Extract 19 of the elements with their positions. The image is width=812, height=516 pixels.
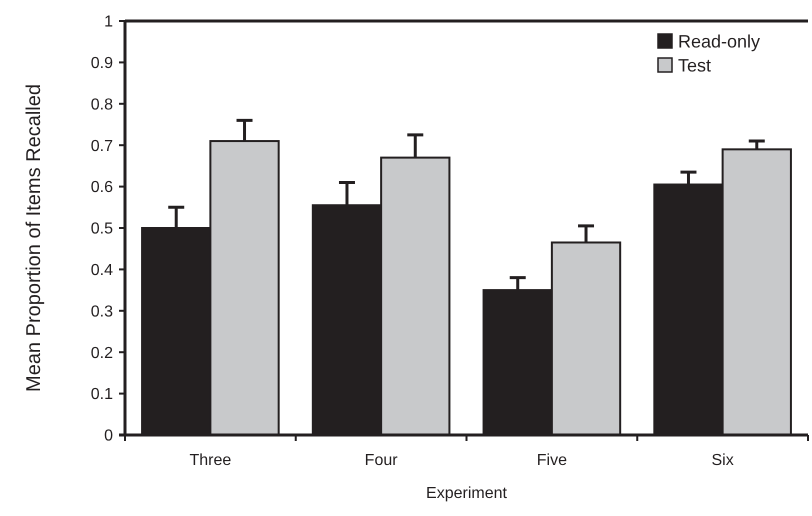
y-tick-label: 0 [104,428,114,445]
y-tick-label: 1 [104,14,114,31]
legend-label: Test [678,55,712,76]
y-tick-label: 0.4 [90,262,114,279]
y-tick-label: 0.1 [90,386,114,404]
x-tick-label: Five [536,452,568,469]
y-tick-label: 0.2 [90,344,114,362]
legend-label: Read-only [678,31,760,52]
y-tick-label: 0.6 [90,179,114,196]
x-tick-label: Six [712,452,734,469]
x-tick-label: Three [189,452,232,469]
y-axis-title: Mean Proportion of Items Recalled [23,84,45,392]
y-tick-label: 0.5 [90,220,114,238]
y-tick-label: 0.8 [90,96,114,114]
x-axis-title: Experiment [426,485,508,502]
x-tick-label: Four [364,452,398,469]
y-tick-label: 0.3 [90,303,114,320]
y-tick-label: 0.9 [90,55,114,72]
y-tick-label: 0.7 [90,138,114,155]
